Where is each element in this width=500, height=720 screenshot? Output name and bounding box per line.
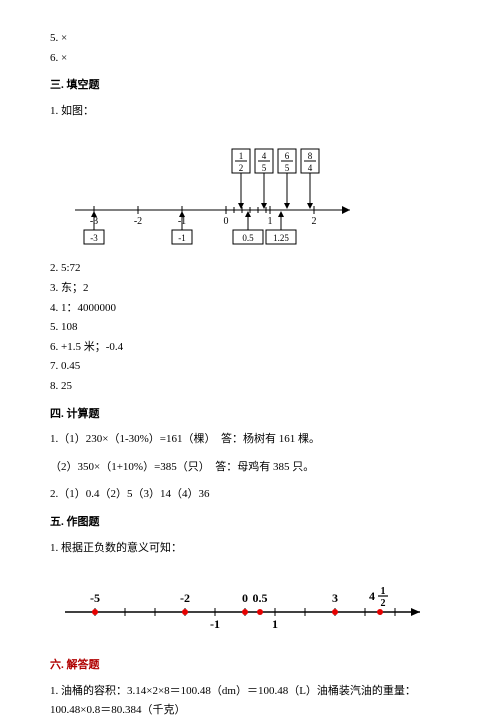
number-line-1: -3-2-101212456584-3-10.51.25	[50, 135, 450, 245]
svg-text:0: 0	[242, 591, 248, 605]
s4-p3: 2.（1）0.4（2）5（3）14（4）36	[50, 486, 450, 504]
svg-text:0.5: 0.5	[242, 233, 254, 243]
svg-text:1: 1	[381, 586, 386, 597]
s6-p2: 100.48×0.8＝80.384（千克）	[50, 702, 450, 720]
s3-item-5: 5. 108	[50, 319, 450, 337]
s3-item-8: 8. 25	[50, 378, 450, 396]
section-5-heading: 五. 作图题	[50, 514, 450, 532]
svg-text:2: 2	[312, 216, 317, 227]
s4-p2: （2）350×（1+10%）=385（只） 答：母鸡有 385 只。	[50, 459, 450, 477]
s3-item-6: 6. +1.5 米；-0.4	[50, 339, 450, 357]
section-4-heading: 四. 计算题	[50, 406, 450, 424]
section-6-heading: 六. 解答题	[50, 657, 450, 675]
line-5: 5. ×	[50, 30, 450, 48]
s5-q1: 1. 根据正负数的意义可知：	[50, 540, 450, 558]
svg-text:6: 6	[285, 151, 290, 161]
svg-text:2: 2	[239, 163, 244, 173]
svg-text:1: 1	[268, 216, 273, 227]
svg-text:0: 0	[224, 216, 229, 227]
s3-item-4: 4. 1：4000000	[50, 300, 450, 318]
svg-text:3: 3	[332, 591, 338, 605]
svg-text:8: 8	[308, 151, 313, 161]
svg-text:2: 2	[381, 598, 386, 609]
s6-p1: 1. 油桶的容积：3.14×2×8＝100.48（dm）＝100.48（L）油桶…	[50, 683, 450, 701]
svg-text:1: 1	[239, 151, 244, 161]
s3-item-3: 3. 东；2	[50, 280, 450, 298]
svg-text:1.25: 1.25	[273, 233, 289, 243]
svg-text:-5: -5	[90, 591, 100, 605]
svg-text:-3: -3	[90, 233, 98, 243]
svg-text:4: 4	[262, 151, 267, 161]
svg-text:5: 5	[285, 163, 290, 173]
number-line-2: -5-200.53412-11	[50, 572, 450, 642]
section-3-heading: 三. 填空题	[50, 77, 450, 95]
s3-item-2: 2. 5:72	[50, 260, 450, 278]
svg-text:-2: -2	[134, 216, 142, 227]
svg-text:-1: -1	[178, 233, 186, 243]
svg-text:4: 4	[369, 589, 375, 603]
line-6: 6. ×	[50, 50, 450, 68]
s3-q1: 1. 如图：	[50, 103, 450, 121]
svg-text:1: 1	[272, 617, 278, 631]
svg-text:0.5: 0.5	[253, 591, 268, 605]
svg-text:-1: -1	[210, 617, 220, 631]
svg-text:-2: -2	[180, 591, 190, 605]
s4-p1: 1.（1）230×（1-30%）=161（棵） 答：杨树有 161 棵。	[50, 431, 450, 449]
svg-text:4: 4	[308, 163, 313, 173]
svg-text:5: 5	[262, 163, 267, 173]
s3-item-7: 7. 0.45	[50, 358, 450, 376]
